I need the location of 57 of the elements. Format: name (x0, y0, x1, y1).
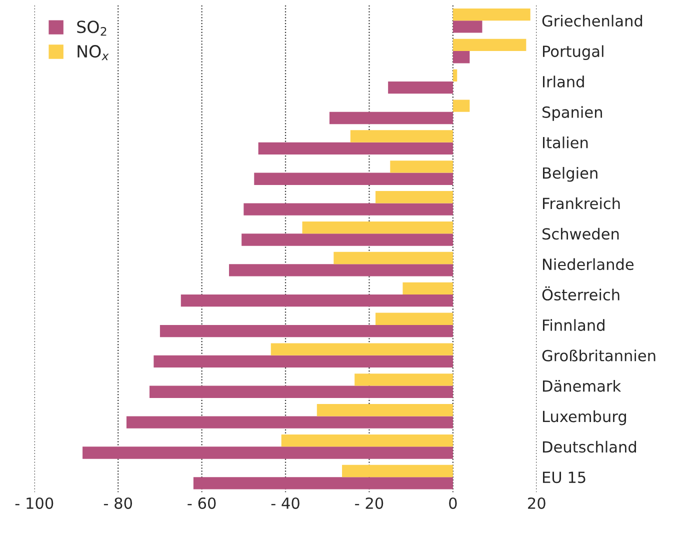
bar (180, 294, 453, 307)
bar (154, 355, 453, 368)
x-tick-label: - 20 (355, 497, 384, 509)
y-tick-label: Griechenland (542, 14, 642, 27)
bar (354, 374, 453, 386)
legend-label: SO$_{2}$ (77, 20, 106, 36)
bar (82, 446, 453, 459)
bar (452, 38, 526, 52)
bar (342, 464, 453, 478)
bar (452, 20, 482, 33)
bar (376, 312, 453, 325)
y-tick-label: EU 15 (543, 472, 586, 484)
bar (160, 324, 453, 338)
y-tick-label: Finnland (543, 319, 604, 331)
bar (149, 386, 453, 398)
bar (350, 130, 453, 142)
y-tick-label: Frankreich (543, 197, 620, 210)
x-tick-label: - 80 (104, 497, 132, 509)
y-tick-label: Italien (543, 136, 588, 148)
bar (390, 160, 453, 173)
bar (376, 191, 453, 204)
bar (281, 434, 453, 447)
x-tick-label: - 40 (271, 497, 300, 509)
bar (258, 142, 453, 155)
y-tick-label: Österreich (542, 286, 620, 301)
y-tick-label: Belgien (543, 166, 598, 182)
bar (452, 8, 530, 21)
x-tick-label: 0 (449, 497, 457, 509)
x-tick-label: - 60 (188, 497, 216, 509)
bar (229, 264, 453, 276)
y-tick-label: Schweden (542, 228, 619, 240)
y-tick-label: Luxemburg (543, 410, 626, 426)
bar (388, 81, 453, 94)
y-tick-label: Großbritannien (542, 350, 656, 362)
bar (244, 203, 453, 216)
bar (452, 100, 470, 112)
y-tick-label: Irland (543, 76, 584, 88)
legend-label: NO$_{x}$ (78, 45, 109, 60)
bar (452, 69, 458, 82)
y-tick-label: Dänemark (543, 380, 622, 392)
bar (254, 172, 453, 185)
bar (452, 51, 470, 64)
bar (270, 343, 453, 356)
bar (402, 282, 453, 295)
bar (334, 252, 453, 264)
bar (329, 112, 453, 124)
y-tick-label: Portugal (543, 45, 604, 60)
bar (302, 221, 453, 234)
x-tick-label: - 100 (15, 497, 54, 509)
bar (126, 416, 453, 428)
y-tick-label: Niederlande (543, 258, 634, 270)
x-tick-label: 20 (528, 497, 546, 509)
bar (242, 234, 453, 246)
y-tick-label: Spanien (542, 106, 602, 121)
bar (316, 404, 453, 416)
bar (193, 477, 453, 490)
y-tick-label: Deutschland (543, 440, 636, 453)
